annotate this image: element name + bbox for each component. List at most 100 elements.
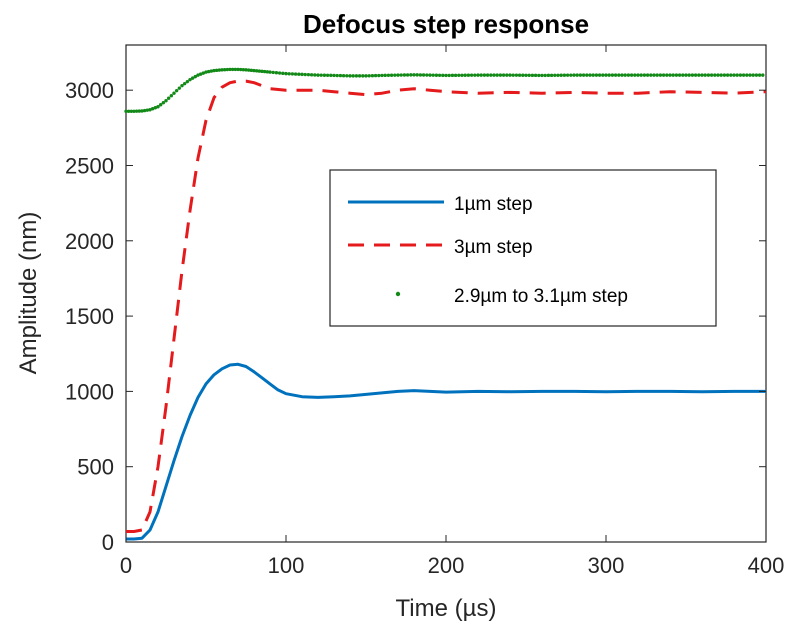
data-point: [645, 73, 650, 77]
legend-swatch-series-2-9-to-3-1um-step: [395, 291, 401, 297]
legend-label-1um: 1µm step: [454, 194, 533, 215]
data-point: [126, 109, 131, 113]
data-point: [193, 74, 198, 79]
data-point: [489, 73, 493, 77]
data-point: [658, 73, 663, 77]
series-2-9-to-3-1um-step-markers: [124, 67, 765, 113]
chart-title: Defocus step response: [303, 9, 589, 39]
data-point: [201, 71, 206, 75]
data-point: [693, 73, 698, 77]
data-point: [479, 73, 483, 77]
legend-label-2-9-to-3-1um: 2.9µm to 3.1µm step: [454, 286, 628, 307]
data-point: [252, 68, 256, 73]
data-point: [169, 94, 174, 98]
data-point: [300, 72, 304, 77]
y-tick-label: 1000: [65, 379, 114, 404]
data-point: [222, 67, 227, 72]
data-point: [649, 73, 653, 77]
data-point: [754, 73, 759, 77]
data-point: [559, 73, 563, 77]
x-axis-label: Time (µs): [396, 595, 497, 622]
data-point: [652, 73, 656, 77]
data-point: [277, 71, 282, 75]
data-point: [249, 68, 254, 73]
data-point: [735, 73, 739, 77]
x-tick-label: 200: [428, 553, 465, 578]
data-point: [690, 73, 695, 77]
data-point: [671, 73, 675, 77]
data-point: [517, 73, 522, 77]
data-point: [620, 73, 624, 77]
data-point: [230, 67, 235, 72]
data-point: [402, 73, 407, 77]
data-point: [626, 73, 631, 77]
data-point: [421, 73, 426, 77]
data-point: [196, 73, 200, 77]
data-point: [287, 72, 291, 76]
data-point: [271, 70, 275, 75]
data-point: [597, 73, 602, 77]
data-point: [575, 73, 579, 77]
data-point: [610, 73, 615, 77]
data-point: [153, 106, 158, 110]
data-point: [225, 67, 230, 72]
data-point: [238, 67, 243, 72]
data-point: [332, 73, 336, 78]
data-point: [578, 73, 583, 77]
series-3um-step-line: [126, 79, 767, 533]
data-point: [530, 73, 535, 78]
data-point: [228, 67, 232, 72]
data-point: [553, 73, 557, 78]
data-point: [316, 73, 320, 77]
data-point: [745, 73, 749, 77]
data-point: [212, 68, 216, 73]
data-point: [591, 73, 595, 77]
data-point: [655, 73, 659, 77]
data-point: [158, 103, 163, 107]
data-point: [585, 73, 589, 77]
data-point: [450, 73, 455, 78]
data-point: [543, 73, 547, 78]
legend-swatches: [348, 200, 444, 297]
data-point: [485, 73, 490, 77]
data-point: [166, 96, 171, 100]
data-point: [623, 73, 627, 77]
data-point: [540, 73, 544, 78]
data-point: [613, 73, 618, 77]
data-point: [156, 105, 160, 109]
data-point: [633, 73, 637, 77]
data-point: [254, 69, 259, 73]
data-point: [132, 109, 136, 113]
data-point: [601, 73, 605, 77]
data-point: [137, 109, 142, 113]
data-point: [148, 108, 152, 112]
data-point: [393, 73, 397, 77]
data-point: [409, 73, 413, 77]
data-point: [709, 73, 714, 77]
data-point: [569, 73, 573, 77]
data-point: [172, 91, 176, 95]
data-point: [190, 76, 195, 80]
data-point: [361, 74, 365, 78]
data-point: [524, 73, 528, 77]
data-point: [180, 83, 184, 88]
data-point: [437, 73, 442, 78]
data-point: [741, 73, 746, 77]
data-point: [431, 73, 435, 77]
data-point: [457, 73, 461, 78]
x-tick-label: 300: [588, 553, 625, 578]
data-point: [198, 72, 203, 76]
data-point: [412, 73, 416, 77]
data-point: [636, 73, 640, 77]
data-point: [537, 73, 541, 78]
data-point: [214, 68, 219, 73]
data-point: [697, 73, 701, 77]
data-point: [161, 101, 166, 105]
data-point: [297, 72, 301, 76]
data-point: [206, 69, 211, 74]
legend-box: [329, 169, 717, 327]
data-point: [425, 73, 429, 77]
y-tick-label: 500: [77, 455, 114, 480]
data-point: [177, 86, 182, 90]
data-point: [274, 71, 279, 75]
